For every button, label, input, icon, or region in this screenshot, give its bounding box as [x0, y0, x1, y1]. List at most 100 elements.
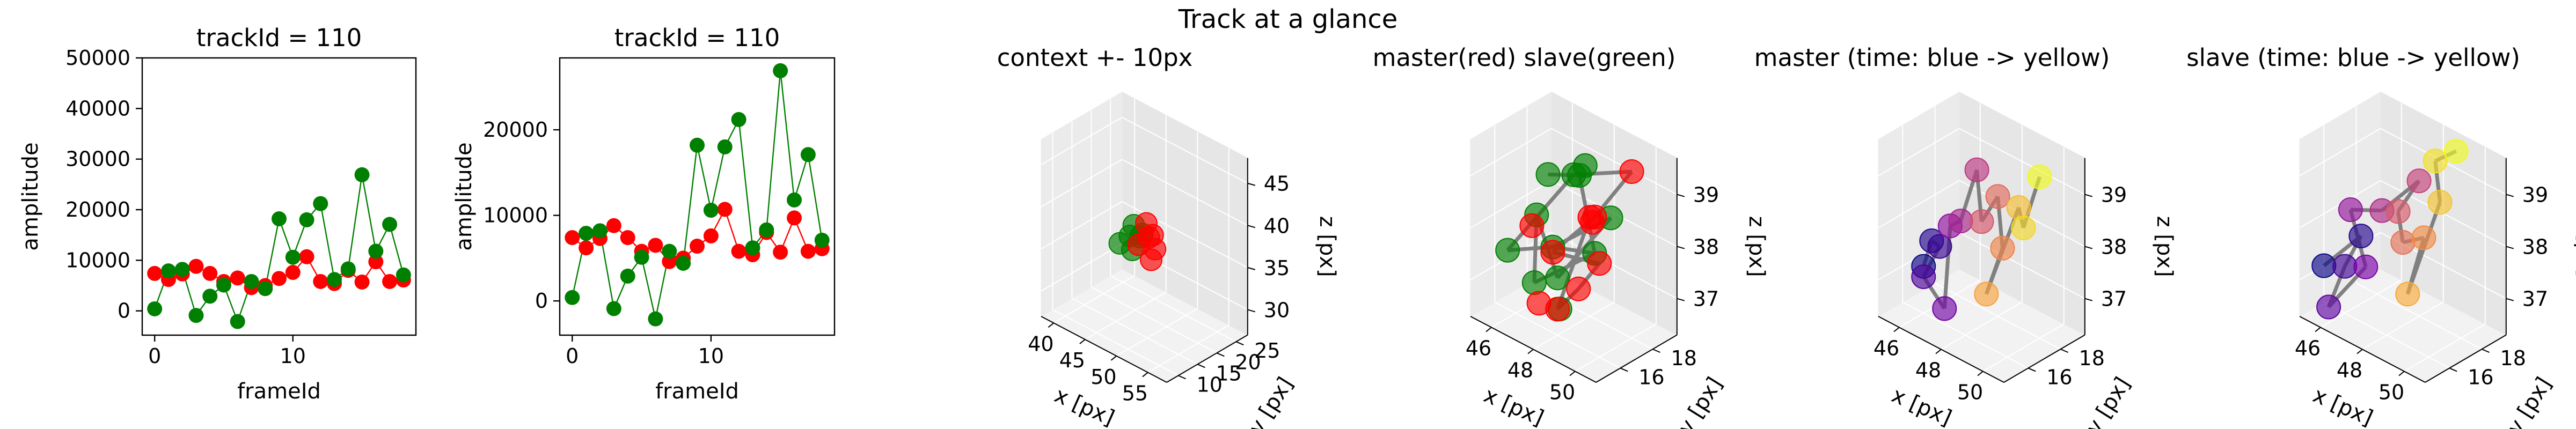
data-point — [160, 263, 176, 279]
z-tick — [1677, 194, 1685, 197]
data-point — [202, 289, 218, 304]
data-point — [814, 232, 830, 248]
x-tick — [2315, 327, 2321, 332]
figure-suptitle: Track at a glance — [1178, 4, 1398, 34]
grid-line — [1147, 324, 1230, 373]
y-tick-label: 40000 — [65, 97, 130, 120]
y-tick — [1235, 341, 1244, 346]
x-tick — [1110, 356, 1117, 361]
data-point — [717, 139, 733, 154]
x-tick-label: 46 — [2295, 337, 2321, 360]
data-point — [1985, 184, 2010, 209]
grid-line — [1902, 301, 2029, 369]
data-point — [2316, 294, 2341, 320]
x-tick-label: 50 — [1957, 381, 1983, 404]
data-point — [272, 211, 287, 227]
grid-line — [1052, 309, 1179, 376]
data-point — [285, 249, 301, 265]
data-point — [1948, 209, 1973, 234]
scatter3d-chart-3: 46 48 50 16 18 37 38 39 x [px] y [px] z [px] master… — [1754, 43, 2177, 429]
x-axis-label: x [px] — [1888, 383, 1955, 429]
data-point — [1526, 291, 1552, 316]
grid-line — [1982, 323, 2065, 372]
grid-line — [1122, 116, 1248, 184]
grid-line — [1470, 128, 1552, 176]
scatter3d-chart-2: 46 48 50 16 18 37 38 39 x [px] y [px] z [px] master… — [1373, 43, 1769, 429]
data-point — [2443, 138, 2469, 164]
x-tick — [1569, 371, 1576, 376]
data-point — [2353, 254, 2379, 279]
data-point — [620, 230, 635, 246]
data-point — [731, 243, 747, 259]
data-point — [1911, 264, 1936, 290]
data-point — [2348, 224, 2374, 249]
z-axis-label: z [px] — [1744, 216, 1769, 277]
z-tick — [2084, 194, 2093, 197]
y-tick-label: 16 — [2468, 365, 2493, 389]
grid-line — [1110, 275, 1236, 343]
y-axis-label: y [px] — [1244, 373, 1298, 429]
chart-title: trackId = 110 — [196, 24, 362, 52]
y-tick — [1197, 364, 1205, 368]
data-point — [2006, 195, 2031, 220]
data-point — [382, 217, 398, 232]
x-tick-label: 0 — [566, 344, 579, 368]
y-tick-label: 16 — [2046, 365, 2072, 389]
data-point — [1579, 210, 1605, 235]
x-tick-label: 46 — [1874, 337, 1899, 360]
y-tick-label: 30000 — [65, 147, 130, 171]
x-tick-label: 48 — [2337, 359, 2362, 382]
data-point — [800, 243, 816, 259]
grid-line — [1494, 301, 1621, 369]
x-tick-label: 55 — [1122, 382, 1148, 405]
grid-line — [2404, 323, 2486, 372]
x-tick-label: 46 — [1466, 337, 1491, 360]
grid-line — [1041, 159, 1123, 208]
chart-title: trackId = 110 — [614, 24, 780, 52]
z-tick — [1247, 267, 1256, 270]
grid-line — [1071, 298, 1198, 365]
grid-line — [1959, 232, 2085, 299]
data-point — [579, 226, 594, 241]
data-point — [565, 290, 580, 305]
grid-line — [1122, 201, 1248, 268]
grid-line — [1551, 232, 1678, 299]
data-point — [2406, 168, 2432, 194]
data-point — [2338, 197, 2363, 223]
data-point — [648, 311, 663, 327]
data-point — [1566, 276, 1591, 301]
z-axis-label: z [px] — [1315, 216, 1340, 277]
data-point — [579, 240, 594, 256]
data-point — [2027, 164, 2052, 189]
data-point — [313, 196, 328, 211]
y-tick-label: 0 — [118, 299, 130, 323]
data-point — [620, 268, 635, 284]
z-tick — [1247, 309, 1256, 313]
data-point — [2385, 199, 2411, 224]
scatter3d-chart-4: 46 48 50 16 18 37 38 39 x [px] y [px] z [px] slave … — [2186, 43, 2576, 429]
grid-line — [1085, 291, 1167, 340]
y-tick-label: 50000 — [65, 46, 130, 70]
data-point — [1927, 234, 1952, 259]
x-tick-label: 10 — [280, 344, 306, 368]
x-tick — [2357, 349, 2363, 354]
data-point — [216, 277, 231, 293]
y-axis-label: y [px] — [2502, 373, 2557, 429]
x-tick — [1142, 372, 1148, 378]
data-point — [272, 271, 287, 286]
data-point — [202, 265, 218, 281]
x-tick — [1048, 322, 1055, 328]
x-tick-label: 48 — [1915, 359, 1941, 382]
data-point — [2390, 230, 2416, 255]
x-tick-label: 50 — [1091, 365, 1116, 389]
y-tick-label: 0 — [535, 289, 548, 313]
data-point — [634, 249, 649, 265]
data-point — [787, 210, 802, 226]
x-tick — [1935, 349, 1942, 354]
data-point — [1969, 209, 1994, 234]
data-point — [592, 223, 608, 239]
data-point — [1990, 235, 2015, 261]
grid-line — [1878, 180, 1960, 228]
y-axis-label: y [px] — [1673, 373, 1728, 429]
